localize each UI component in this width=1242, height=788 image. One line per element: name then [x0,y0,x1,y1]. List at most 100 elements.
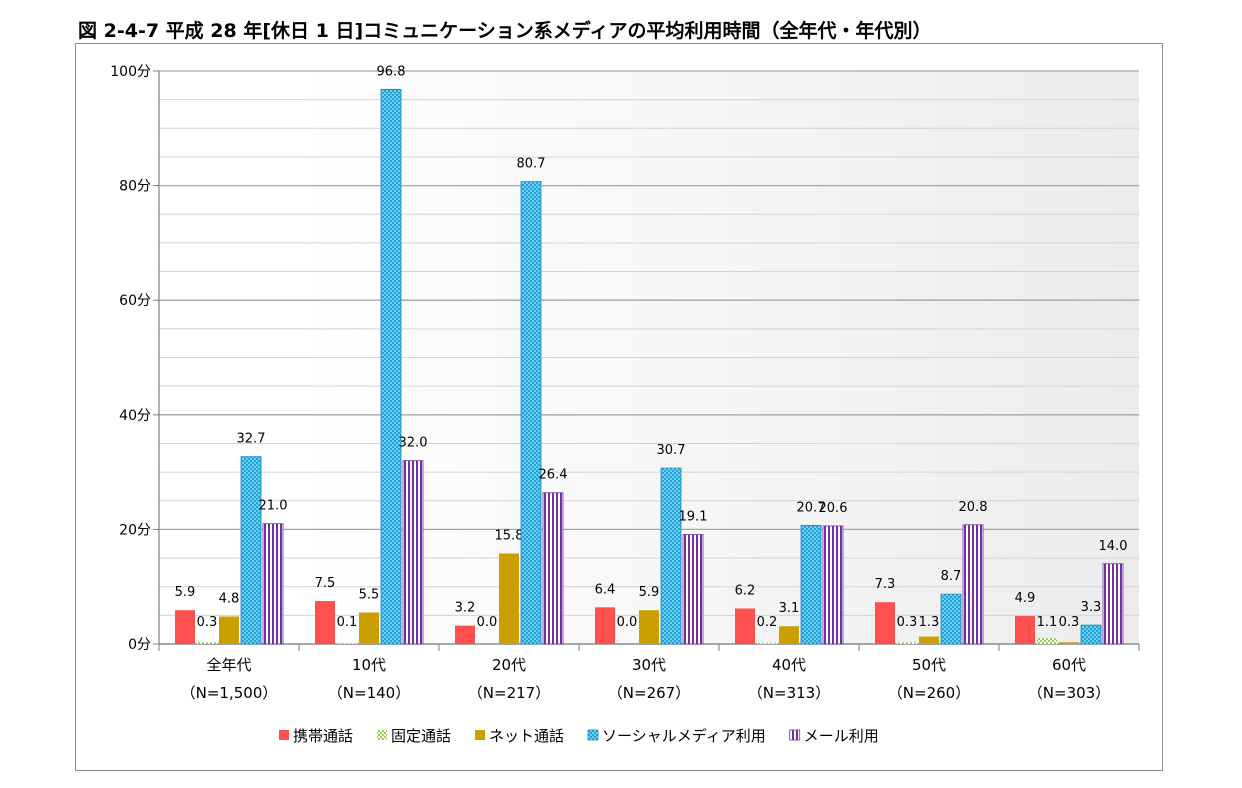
data-label: 20.7 [797,500,826,515]
x-category-label: 50代 [912,656,946,674]
x-category-n-label: （N=313） [748,684,830,702]
data-label: 4.9 [1015,591,1036,606]
data-label: 6.2 [735,583,756,598]
y-tick-label: 80分 [119,179,151,195]
bar [639,610,659,644]
data-label: 0.1 [337,615,358,630]
x-category-n-label: （N=260） [888,684,970,702]
data-label: 32.0 [399,436,428,451]
legend-swatch [475,730,486,740]
x-category-label: 60代 [1052,656,1086,674]
legend-swatch [587,729,599,741]
bar [919,636,939,644]
bar [1080,624,1102,645]
legend-swatch [279,730,289,740]
bar [940,593,962,645]
data-label: 30.7 [657,443,686,458]
bar [682,534,704,645]
bar [240,456,262,645]
data-label: 5.9 [175,585,196,600]
data-label: 0.3 [897,615,918,630]
y-tick-label: 20分 [119,522,151,538]
x-category-n-label: （N=140） [328,684,410,702]
legend-label: ソーシャルメディア利用 [602,727,766,745]
data-label: 0.0 [617,615,638,630]
data-label: 0.2 [757,615,778,630]
data-label: 26.4 [539,468,568,483]
data-label: 4.8 [219,591,240,606]
bar [315,601,335,644]
bar [197,642,217,644]
x-category-label: 20代 [492,656,526,674]
data-label: 3.3 [1081,600,1102,615]
data-label: 32.7 [237,432,266,447]
x-category-label: 10代 [352,656,386,674]
x-category-label: 30代 [632,656,666,674]
y-tick-label: 100分 [110,64,151,80]
bar [175,610,195,644]
bar [402,460,424,645]
bar [520,181,542,645]
bar [1102,563,1124,645]
data-label: 7.5 [315,576,336,591]
data-label: 80.7 [517,157,546,172]
bar [380,88,402,645]
data-label: 20.8 [959,500,988,515]
data-label: 20.6 [819,501,848,516]
x-category-n-label: （N=217） [468,684,550,702]
bar [779,626,799,644]
legend-label: 固定通話 [391,727,451,745]
data-label: 0.3 [1059,615,1080,630]
chart-svg: 0分20分40分60分80分100分5.90.34.832.721.0全年代（N… [110,64,1140,745]
data-label: 5.9 [639,585,660,600]
bar [219,616,239,644]
data-label: 14.0 [1099,539,1128,554]
legend-label: ネット通話 [489,727,564,745]
y-tick-label: 0分 [128,637,151,653]
data-label: 19.1 [679,510,708,525]
x-category-n-label: （N=267） [608,684,690,702]
bar [1037,637,1057,644]
chart-frame: 0分 20分 40分 60分 80分 100分 5.9 0.3 4.8 32.7 21.0 全年代 （N… [75,43,1163,771]
bar [735,608,755,644]
bar [660,467,682,645]
bar [897,642,917,644]
legend-label: メール利用 [804,727,879,745]
data-label: 0.3 [197,615,218,630]
data-label: 1.1 [1037,615,1058,630]
data-label: 7.3 [875,577,896,592]
data-label: 6.4 [595,582,616,597]
bar [822,525,844,645]
figure-title: 図 2-4-7 平成 28 年[休日 1 日]コミュニケーション系メディアの平均… [78,20,932,42]
data-label: 0.0 [477,615,498,630]
x-category-label: 40代 [772,656,806,674]
data-label: 15.8 [495,528,524,543]
y-tick-label: 40分 [119,408,151,424]
bar [1059,642,1079,644]
legend-swatch [377,730,388,740]
bar [542,492,564,645]
bar [800,524,822,645]
bar [595,607,615,644]
data-label: 96.8 [377,64,406,79]
bar [359,612,379,644]
x-category-n-label: （N=1,500） [181,684,278,702]
x-category-label: 全年代 [206,656,251,674]
bar [262,523,284,645]
data-label: 21.0 [259,499,288,514]
bar [875,602,895,644]
bar [337,643,357,644]
bar [1015,615,1035,644]
x-category-n-label: （N=303） [1028,684,1110,702]
legend-label: 携帯通話 [293,727,353,745]
bar [757,642,777,644]
data-label: 3.1 [779,601,800,616]
bar [962,524,984,645]
legend-swatch [789,729,801,741]
data-label: 3.2 [455,601,476,616]
bar [455,625,475,644]
data-label: 1.3 [919,615,940,630]
data-label: 5.5 [359,587,380,602]
bar [499,553,519,644]
data-label: 8.7 [941,569,962,584]
